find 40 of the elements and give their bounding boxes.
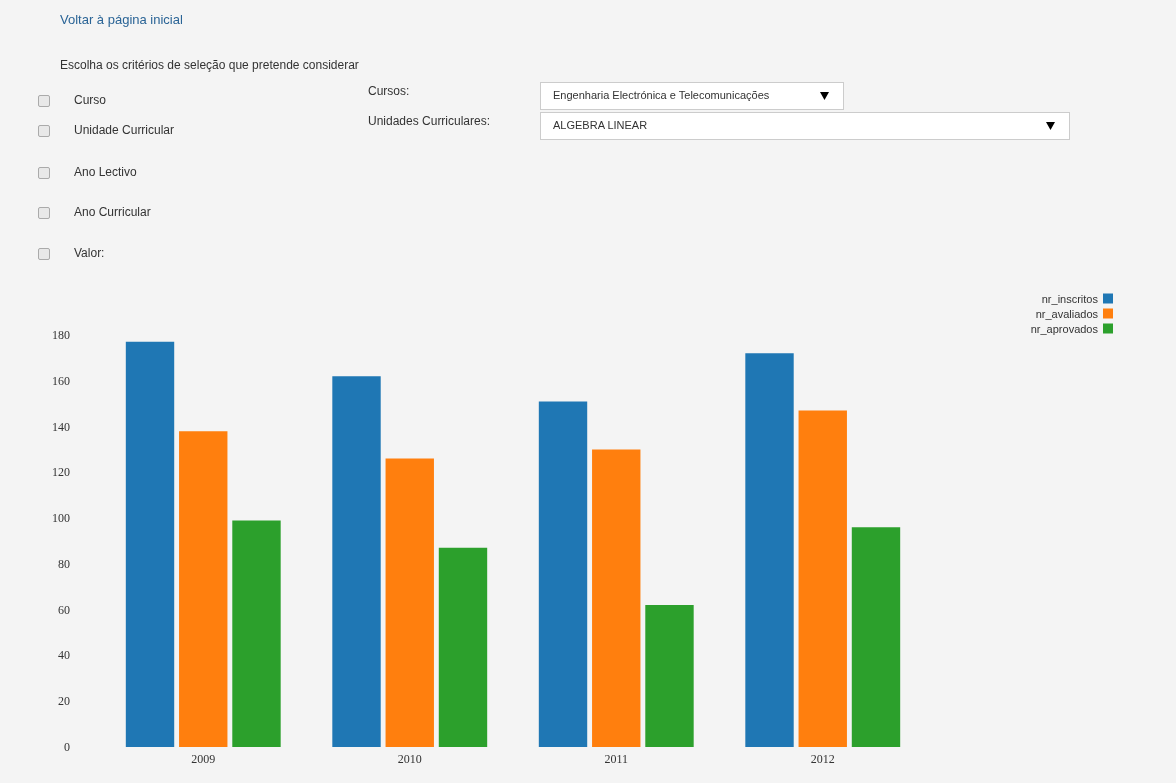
- bar: [179, 431, 228, 747]
- x-tick-label: 2011: [604, 752, 629, 766]
- bar: [125, 341, 175, 747]
- bar: [851, 527, 901, 747]
- dropdown: ALGEBRA LINEAR: [540, 112, 1070, 140]
- bar: [538, 401, 588, 747]
- x-tick-label: 2009: [191, 752, 216, 766]
- dropdown: Engenharia Electrónica e Telecomunicações: [540, 82, 844, 110]
- x-tick-label: 2010: [397, 752, 422, 766]
- bar: [645, 605, 694, 747]
- text: Unidade Curricular: [74, 123, 175, 137]
- bar: [745, 353, 794, 747]
- y-tick-label: 0: [64, 740, 70, 754]
- text: Curso: [74, 93, 107, 107]
- text: Ano Curricular: [74, 205, 151, 219]
- legend-label: nr_avaliados: [1035, 307, 1099, 320]
- bar: [332, 376, 381, 747]
- y-tick-label: 80: [58, 556, 70, 571]
- y-tick-label: 40: [58, 648, 70, 663]
- text: Unidades Curriculares:: [368, 114, 491, 128]
- bar: [232, 520, 281, 747]
- bar: [385, 458, 434, 747]
- y-tick-label: 180: [52, 328, 70, 342]
- y-tick-label: 120: [52, 465, 70, 480]
- x-tick-label: 2012: [810, 752, 835, 766]
- text: Ano Lectivo: [74, 165, 137, 179]
- text: Cursos:: [368, 84, 410, 98]
- bar: [438, 547, 488, 747]
- legend-label: nr_aprovados: [1030, 322, 1099, 335]
- bar: [592, 449, 641, 747]
- bar: [798, 410, 847, 747]
- y-tick-label: 160: [52, 373, 70, 388]
- legend-label: nr_inscritos: [1041, 292, 1099, 305]
- text: Valor:: [74, 246, 105, 260]
- y-tick-label: 60: [58, 602, 70, 617]
- text: Voltar à página inicial: [60, 12, 183, 27]
- text: Escolha os critérios de seleção que pretende considerar: [60, 58, 359, 72]
- y-tick-label: 100: [52, 511, 70, 526]
- y-tick-label: 20: [58, 694, 70, 709]
- y-tick-label: 140: [52, 419, 70, 434]
